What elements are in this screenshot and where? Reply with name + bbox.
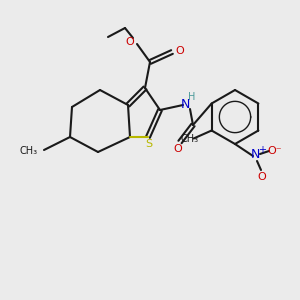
- Text: N: N: [250, 148, 260, 161]
- Text: N: N: [180, 98, 190, 110]
- Text: O: O: [258, 172, 266, 182]
- Text: O: O: [176, 46, 184, 56]
- Text: CH₃: CH₃: [20, 146, 38, 156]
- Text: O: O: [126, 37, 134, 47]
- Text: CH₃: CH₃: [181, 134, 199, 145]
- Text: O: O: [174, 144, 182, 154]
- Text: H: H: [188, 92, 196, 102]
- Text: +: +: [258, 145, 266, 155]
- Text: O⁻: O⁻: [268, 146, 282, 156]
- Text: S: S: [146, 139, 153, 149]
